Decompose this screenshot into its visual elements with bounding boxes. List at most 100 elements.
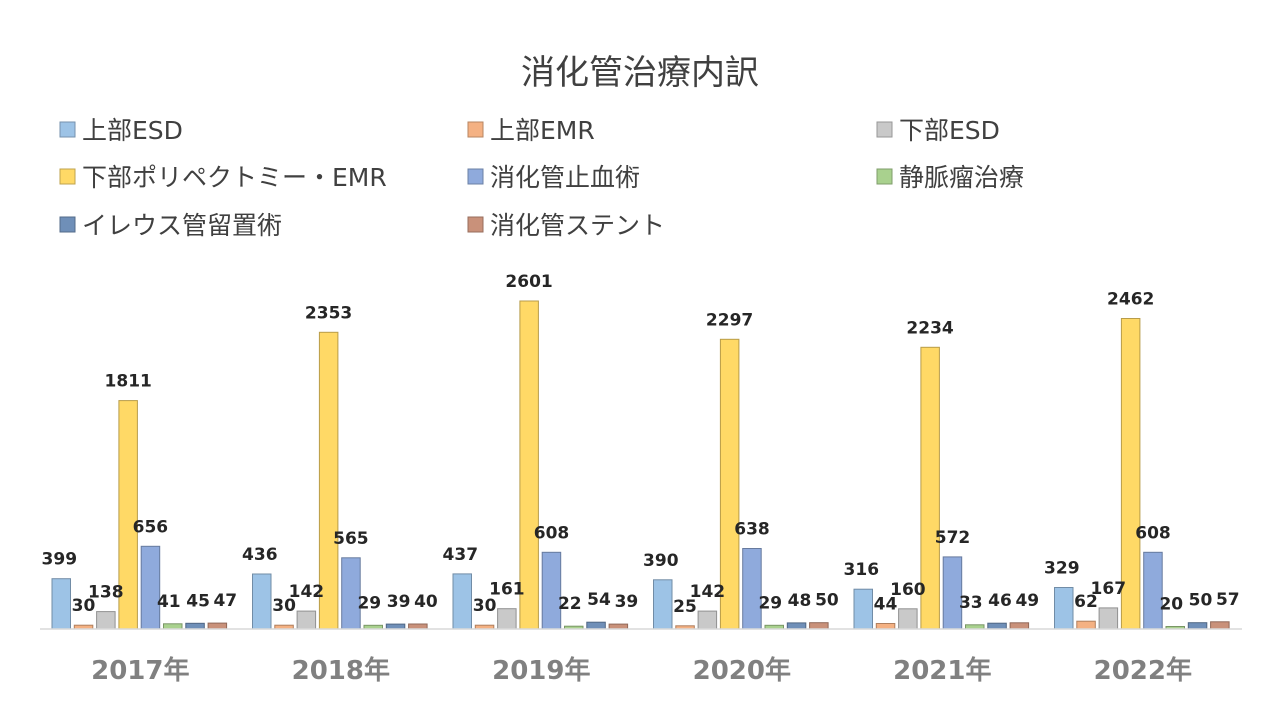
data-label: 48 — [788, 591, 812, 611]
data-label: 22 — [558, 594, 582, 614]
legend-label: 下部ESD — [899, 116, 1000, 145]
legend-swatch — [876, 168, 893, 185]
data-label: 161 — [489, 580, 525, 600]
category-label: 2019年 — [492, 655, 590, 686]
legend-swatch — [59, 168, 76, 185]
data-label: 638 — [734, 520, 770, 540]
legend-swatch — [59, 216, 76, 233]
bar — [875, 623, 896, 630]
data-label: 30 — [473, 596, 497, 616]
bar — [1009, 622, 1030, 630]
data-label: 29 — [758, 593, 782, 613]
data-label: 47 — [213, 591, 237, 611]
data-label: 62 — [1074, 592, 1098, 612]
legend-swatch — [467, 168, 484, 185]
legend-item: 消化管ステント — [467, 211, 665, 240]
bar — [207, 622, 228, 630]
legend-swatch — [467, 216, 484, 233]
data-label: 167 — [1091, 579, 1127, 599]
data-label: 40 — [414, 592, 438, 612]
data-label: 436 — [242, 545, 278, 565]
data-label: 30 — [72, 596, 96, 616]
legend-item: 下部ポリペクトミー・EMR — [59, 163, 387, 192]
data-label: 316 — [844, 560, 880, 580]
bar — [1143, 551, 1163, 630]
data-label: 25 — [673, 597, 697, 617]
data-label: 20 — [1159, 595, 1183, 615]
bar — [1076, 620, 1096, 630]
bar — [296, 610, 317, 630]
legend-label: 上部EMR — [490, 116, 595, 145]
data-label: 49 — [1015, 591, 1039, 611]
data-label: 41 — [157, 592, 181, 612]
data-label: 2297 — [706, 310, 753, 330]
data-label: 390 — [643, 551, 679, 571]
plot-area — [51, 300, 1230, 630]
data-label: 30 — [272, 596, 296, 616]
category-label: 2018年 — [292, 655, 390, 686]
bar — [1187, 622, 1208, 630]
data-label: 656 — [133, 517, 169, 537]
data-label: 2353 — [305, 303, 352, 323]
bar — [853, 588, 873, 630]
bar — [541, 551, 562, 630]
data-label: 45 — [186, 591, 210, 611]
bar — [252, 573, 272, 630]
data-label: 608 — [1135, 523, 1171, 543]
category-label: 2021年 — [893, 655, 991, 686]
category-label: 2020年 — [693, 655, 791, 686]
legend-item: 上部ESD — [59, 116, 183, 145]
data-label: 565 — [333, 529, 369, 549]
legend-item: 下部ESD — [876, 116, 1000, 145]
legend-label: イレウス管留置術 — [82, 211, 282, 240]
category-axis: 2017年 2018年 2019年 2020年 2021年 2022年 — [91, 655, 1192, 686]
category-label: 2022年 — [1094, 655, 1192, 686]
data-label: 50 — [815, 591, 839, 611]
bar — [653, 579, 673, 630]
bar — [51, 578, 71, 630]
bar — [163, 623, 183, 630]
bar — [742, 548, 762, 630]
legend-item: イレウス管留置術 — [59, 211, 282, 240]
legend-label: 静脈瘤治療 — [899, 163, 1024, 192]
data-label: 2601 — [505, 272, 552, 292]
data-label: 39 — [387, 592, 411, 612]
data-label: 46 — [988, 591, 1012, 611]
bar — [987, 622, 1007, 630]
chart-title: 消化管治療内訳 — [521, 53, 759, 93]
data-label: 142 — [289, 582, 325, 602]
legend-label: 消化管止血術 — [490, 163, 640, 192]
data-label: 160 — [890, 580, 926, 600]
bar — [185, 622, 205, 630]
bar — [497, 608, 517, 630]
bar — [1054, 587, 1074, 630]
data-label: 572 — [935, 528, 971, 548]
bar — [786, 622, 807, 630]
legend: 上部ESD 上部EMR 下部ESD 下部ポリペクトミー・EMR 消化管止血術 静脈瘤治療イ… — [59, 116, 1024, 240]
data-label: 138 — [88, 583, 124, 603]
data-label: 50 — [1189, 591, 1213, 611]
data-label: 399 — [42, 550, 78, 570]
legend-swatch — [467, 121, 484, 138]
bar — [1098, 607, 1119, 630]
data-label: 1811 — [105, 372, 152, 392]
category-label: 2017年 — [91, 655, 189, 686]
legend-swatch — [59, 121, 76, 138]
data-label: 437 — [443, 545, 479, 565]
bar — [898, 608, 918, 630]
bar — [1210, 621, 1230, 630]
legend-label: 上部ESD — [82, 116, 183, 145]
legend-label: 消化管ステント — [490, 211, 665, 240]
data-label: 2234 — [906, 318, 953, 338]
data-label: 57 — [1216, 590, 1240, 610]
bar — [586, 621, 606, 630]
data-label: 329 — [1044, 559, 1080, 579]
legend-item: 上部EMR — [467, 116, 595, 145]
bar — [809, 622, 829, 630]
data-label: 39 — [615, 592, 639, 612]
legend-item: 静脈瘤治療 — [876, 163, 1024, 192]
legend-item: 消化管止血術 — [467, 163, 640, 192]
data-label: 44 — [874, 595, 898, 615]
